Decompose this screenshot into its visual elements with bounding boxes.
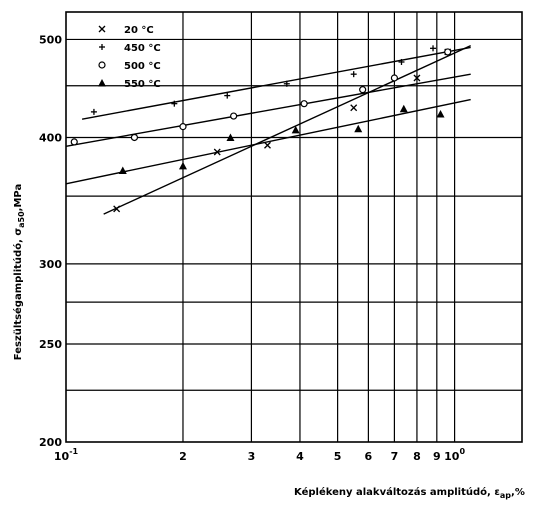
x-tick-label: 10-1 [54, 447, 79, 463]
x-tick-label: 2 [179, 450, 187, 463]
y-axis-label: Feszültségamplitúdó, σa50,MPa [12, 184, 26, 360]
data-point-series-1 [224, 92, 231, 99]
y-tick-label: 400 [39, 131, 62, 144]
data-point-series-1 [171, 100, 178, 107]
fit-lines [65, 45, 471, 215]
data-point-series-3 [291, 125, 300, 134]
data-point-series-2 [70, 138, 78, 146]
fit-line-series-3 [65, 98, 471, 185]
data-point-series-1 [90, 108, 97, 115]
data-point-series-2 [300, 100, 308, 108]
legend-label: 20 °C [124, 25, 154, 36]
y-tick-label: 300 [39, 258, 62, 271]
x-tick-label: 4 [296, 450, 304, 463]
fit-line-series-0 [103, 45, 471, 215]
data-point-series-2 [359, 86, 367, 94]
data-point-series-3 [178, 161, 187, 170]
data-point-series-0 [413, 74, 421, 82]
legend-label: 550 °C [124, 79, 161, 90]
data-point-series-2 [390, 74, 399, 82]
legend-label: 450 °C [124, 43, 161, 54]
plot-frame [65, 11, 523, 443]
data-points [70, 45, 452, 213]
x-tick-label: 3 [248, 450, 256, 463]
data-point-series-0 [350, 104, 358, 112]
data-point-series-2 [444, 48, 452, 56]
data-point-series-2 [130, 133, 139, 142]
data-point-series-1 [350, 71, 357, 78]
x-tick-label: 5 [334, 450, 342, 463]
data-point-series-2 [179, 123, 187, 131]
x-tick-label: 100 [444, 447, 465, 463]
data-point-series-3 [436, 109, 445, 118]
data-point-series-2 [230, 112, 238, 120]
y-tick-label: 500 [39, 33, 62, 46]
legend-marker [98, 25, 106, 33]
data-point-series-3 [226, 133, 235, 141]
fit-line-series-1 [81, 46, 471, 120]
data-point-series-3 [354, 124, 363, 133]
legend-label: 500 °C [124, 61, 161, 72]
data-point-series-1 [430, 45, 437, 52]
legend-marker [98, 61, 106, 69]
x-axis-label: Képlékeny alakváltozás amplitúdó, εap,% [294, 486, 525, 500]
grid [65, 11, 523, 443]
y-tick-label: 200 [39, 436, 62, 449]
tick-labels: 200 250 300 400 500 10-1 2 3 4 5 6 7 8 9 100 [39, 33, 465, 463]
x-tick-label: 9 [433, 450, 441, 463]
data-point-series-3 [118, 166, 127, 175]
data-point-series-0 [213, 148, 221, 156]
x-tick-label: 7 [391, 450, 399, 463]
legend: 20 °C 450 °C 500 °C 550 °C [98, 25, 161, 90]
data-point-series-1 [398, 58, 405, 65]
y-tick-label: 250 [39, 338, 62, 351]
data-point-series-1 [283, 80, 290, 87]
x-tick-label: 8 [413, 450, 421, 463]
data-point-series-0 [264, 141, 271, 149]
x-tick-label: 6 [365, 450, 373, 463]
data-point-series-3 [399, 104, 408, 113]
legend-marker [99, 44, 105, 50]
legend-marker [98, 79, 106, 87]
data-point-series-0 [113, 205, 121, 213]
